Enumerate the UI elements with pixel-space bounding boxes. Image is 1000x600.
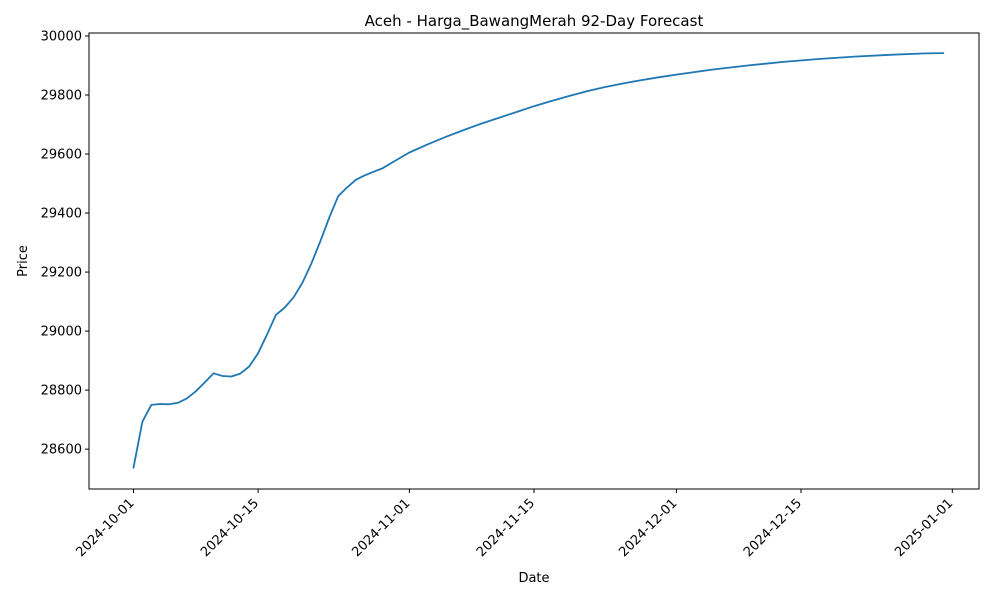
y-tick-label: 29400 <box>41 207 82 222</box>
x-axis-title: Date <box>518 571 549 586</box>
chart-title: Aceh - Harga_BawangMerah 92-Day Forecast <box>365 12 704 31</box>
y-tick-label: 29800 <box>41 88 82 103</box>
y-tick-label: 29200 <box>41 266 82 281</box>
y-axis-title: Price <box>16 245 31 277</box>
x-tick-label: 2025-01-01 <box>892 496 956 560</box>
x-tick-label: 2024-11-15 <box>474 496 538 560</box>
x-tick-label: 2024-11-01 <box>349 496 413 560</box>
y-tick-label: 28600 <box>41 443 82 458</box>
x-tick-label: 2024-12-01 <box>616 496 680 560</box>
x-tick-label: 2024-12-15 <box>741 496 805 560</box>
plot-frame <box>88 32 980 490</box>
x-tick-label: 2024-10-01 <box>73 496 137 560</box>
y-tick-label: 28800 <box>41 384 82 399</box>
y-tick-label: 29600 <box>41 148 82 163</box>
x-axis: 2024-10-01 2024-10-15 2024-11-01 2024-11-15… <box>73 489 956 560</box>
x-tick-label: 2024-10-15 <box>198 496 262 560</box>
y-axis: 28600 28800 29000 29200 29400 29600 29800 30000 <box>41 29 89 458</box>
y-tick-label: 29000 <box>41 325 82 340</box>
y-tick-label: 30000 <box>41 29 82 44</box>
series-line <box>132 52 945 469</box>
series-layer <box>132 52 945 469</box>
